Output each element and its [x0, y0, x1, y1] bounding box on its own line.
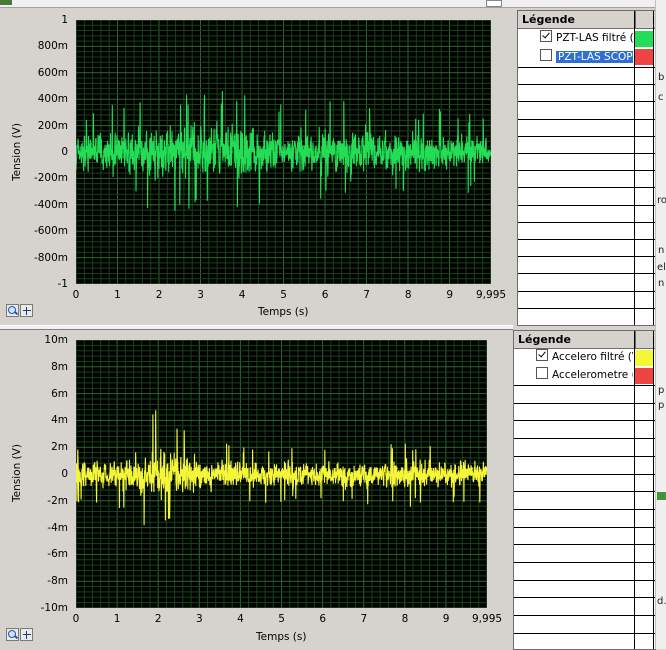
x-axis-title-bottom: Temps (s) [256, 631, 307, 643]
graph-tools-top [6, 304, 33, 317]
clipped-text: n [658, 278, 665, 289]
signal-trace [76, 410, 487, 526]
legend-title: Légende [518, 11, 635, 29]
x-tick-label: 1 [113, 613, 121, 625]
y-tick-label: 200m [37, 119, 68, 132]
y-tick-label: 10m [44, 334, 68, 346]
y-tick-label: 8m [51, 360, 68, 373]
y-tick-label: -400m [33, 198, 68, 211]
x-axis-title-top: Temps (s) [258, 306, 309, 318]
x-tick-label: 1 [114, 289, 121, 301]
legend-entry-label: Accelero filtré (V [552, 351, 633, 363]
legend-entry-label: PZT-LAS SCOPE [556, 51, 633, 63]
x-tick-label: 2 [155, 289, 163, 301]
y-tick-label: -600m [33, 225, 68, 238]
plot-area-bottom[interactable] [76, 340, 487, 608]
x-tick-label: 4 [237, 613, 244, 625]
x-tick-label: 9 [442, 613, 450, 625]
graph-panel-bottom: 10m 8m 6m 4m 2m 0 -2m -4m -6m -8m -10m 0 1 2 3 4 5 6 7 8 9 9… [0, 329, 513, 649]
x-tick-label: 0 [72, 289, 80, 301]
y-axis-title-top: Tension (V) [10, 123, 23, 181]
legend-header-extra [635, 11, 655, 29]
x-tick-label: 3 [197, 289, 204, 301]
x-tick-label: 8 [404, 289, 412, 301]
y-tick-label: -2m [47, 494, 68, 507]
clipped-text: el [657, 262, 666, 273]
graph-divider [0, 325, 513, 330]
x-tick-label: 9,995 [476, 289, 507, 301]
y-tick-label: 600m [37, 66, 68, 79]
clipped-text: c [658, 92, 664, 103]
legend-entry[interactable]: Accelero filtré (V [536, 349, 633, 367]
zoom-icon[interactable] [6, 304, 19, 317]
y-tick-label: -8m [47, 575, 68, 588]
clipped-text: b [658, 72, 665, 83]
y-tick-label: 400m [37, 93, 68, 106]
legend-entry[interactable]: PZT-LAS SCOPE [540, 49, 633, 67]
legend-header-extra [635, 331, 655, 349]
top-window-strip [0, 0, 666, 8]
y-tick-label: -10m [40, 602, 68, 614]
legend-entry[interactable]: PZT-LAS filtré (V [540, 30, 633, 48]
x-tick-label: 6 [321, 289, 329, 301]
graph-panel-top: 1 800m 600m 400m 200m 0 -200m -400m -600m -800m -1… [0, 8, 513, 325]
legend-bottom: Légende Accelero filtré (V Accelerometre… [513, 330, 656, 650]
x-tick-label: 3 [196, 613, 203, 625]
x-tick-label: 6 [319, 613, 327, 625]
y-tick-label: 1 [61, 14, 68, 26]
legend-top: Légende PZT-LAS filtré (V PZT-LAS SCOPE [517, 10, 656, 326]
graph-tools-bottom [6, 628, 33, 641]
legend-color-swatch[interactable] [635, 368, 653, 384]
x-tick-label: 9,995 [472, 613, 503, 625]
x-tick-label: 2 [154, 613, 162, 625]
legend-color-swatch[interactable] [635, 350, 653, 366]
legend-checkbox[interactable] [536, 367, 548, 379]
legend-checkbox[interactable] [540, 49, 552, 61]
clipped-text: ro [657, 195, 666, 206]
zoom-icon[interactable] [6, 628, 19, 641]
x-tick-label: 4 [238, 289, 246, 301]
plot-area-top[interactable] [76, 20, 491, 284]
y-tick-label: -200m [33, 172, 68, 185]
legend-entry[interactable]: Accelerometre (V [536, 367, 633, 385]
legend-color-swatch[interactable] [635, 31, 653, 47]
green-indicator [657, 492, 666, 500]
y-tick-label: -6m [47, 548, 68, 561]
legend-title: Légende [514, 331, 635, 349]
clipped-text: p [658, 400, 665, 411]
y-tick-label: 4m [51, 414, 68, 427]
clipped-text: p [658, 385, 665, 396]
waveform-plot-top[interactable] [76, 20, 491, 284]
x-tick-label: 0 [72, 613, 80, 625]
legend-color-swatch[interactable] [635, 49, 653, 65]
clipped-text: n [658, 245, 665, 256]
y-tick-label: 800m [37, 40, 68, 53]
clipped-text: d. [657, 596, 666, 607]
pan-cursor-icon[interactable] [20, 304, 33, 317]
window-icon [0, 0, 12, 5]
x-tick-label: 9 [446, 289, 454, 301]
signal-trace [76, 90, 491, 211]
legend-entry-label: PZT-LAS filtré (V [556, 32, 633, 44]
x-tick-label: 7 [360, 613, 368, 625]
legend-checkbox[interactable] [536, 349, 548, 361]
x-tick-label: 5 [278, 613, 285, 625]
y-tick-label: 6m [51, 387, 68, 400]
y-tick-label: -4m [47, 521, 68, 534]
pan-cursor-icon[interactable] [20, 628, 33, 641]
x-tick-label: 8 [401, 613, 409, 625]
legend-entry-label: Accelerometre (V [552, 369, 633, 381]
scroll-button[interactable] [486, 0, 502, 7]
y-tick-label: -1 [57, 278, 68, 290]
x-tick-label: 7 [363, 289, 370, 301]
y-axis-title-bottom: Tension (V) [10, 444, 23, 502]
y-tick-label: -800m [33, 251, 68, 264]
legend-checkbox[interactable] [540, 30, 552, 42]
waveform-plot-bottom[interactable] [76, 340, 487, 608]
background-window-edge: b c ro n el n p p d. [655, 0, 666, 649]
x-tick-label: 5 [280, 289, 287, 301]
y-tick-label: 0 [61, 468, 68, 480]
y-tick-label: 2m [51, 441, 68, 454]
y-tick-label: 0 [61, 146, 68, 158]
